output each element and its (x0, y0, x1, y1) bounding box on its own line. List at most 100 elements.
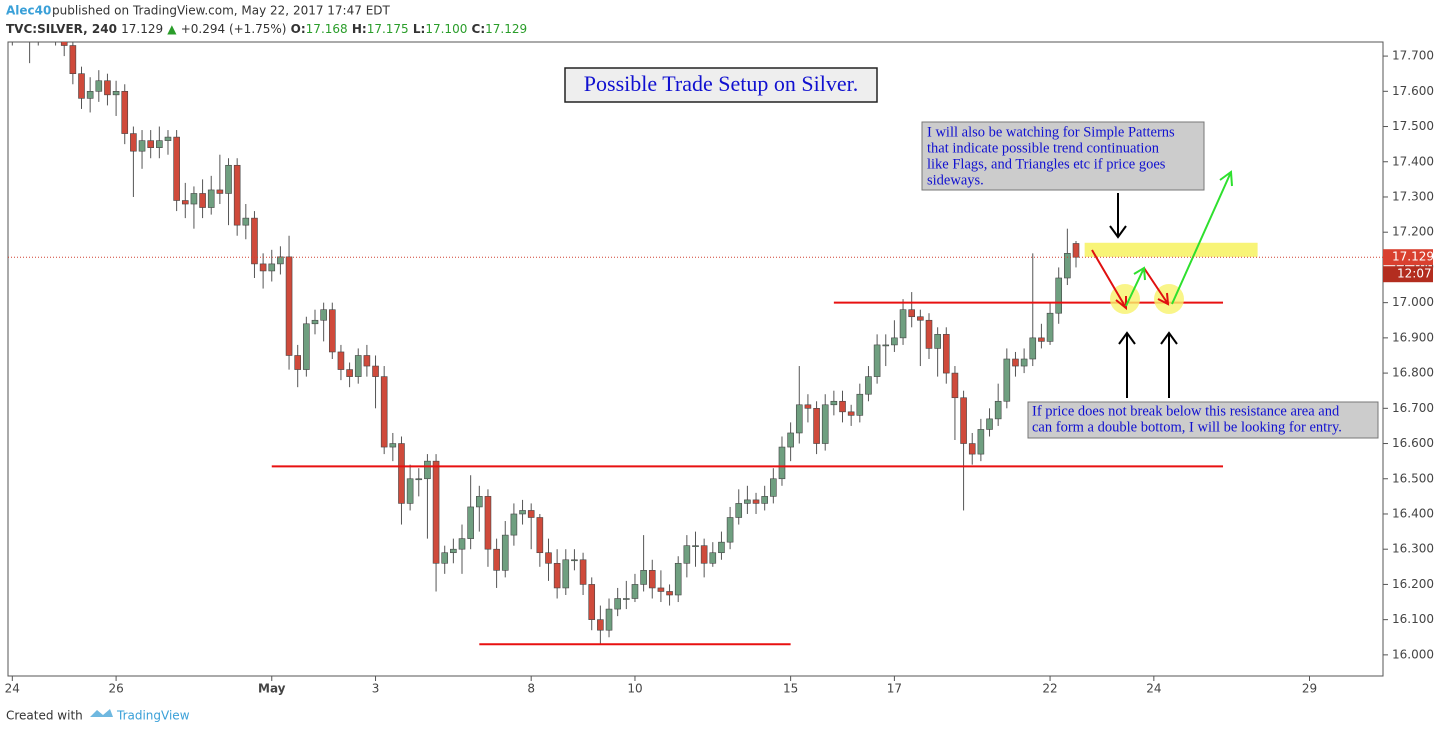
candle-body (605, 608, 613, 631)
candle-body (778, 446, 786, 480)
x-tick-label: May (258, 682, 286, 696)
candle-body (207, 189, 215, 208)
y-tick-label: 16.700 (1392, 401, 1434, 415)
arrows (1091, 170, 1233, 398)
candle-body (78, 73, 85, 99)
candle-body (311, 319, 319, 325)
candle-body (847, 411, 855, 416)
candle-body (795, 404, 803, 434)
x-tick-label: 8 (527, 682, 535, 696)
arrow: ▲ (167, 22, 177, 36)
candle-body (744, 499, 751, 504)
candle-body (389, 443, 397, 448)
candle-body (95, 80, 103, 92)
candle-body (986, 418, 993, 430)
candle-body (700, 545, 708, 564)
x-tick-label: 22 (1042, 682, 1057, 696)
o: 17.168 (306, 22, 348, 36)
candle-body (951, 372, 959, 399)
candle-body (960, 397, 967, 444)
candle-body (735, 503, 743, 518)
candle-body (545, 552, 552, 564)
ohlc-line: TVC:SILVER, 240 17.129 ▲ +0.294 (+1.75%)… (6, 22, 527, 36)
candle-body (536, 517, 544, 554)
candle-body (1012, 358, 1019, 367)
candle-body (104, 80, 111, 96)
candle-body (770, 478, 777, 497)
candle-body (216, 189, 224, 194)
candle-body (190, 193, 198, 205)
candle-body (86, 91, 94, 99)
y-tick-label: 17.300 (1392, 189, 1434, 203)
candle-body (432, 460, 440, 564)
candle-body (623, 598, 630, 600)
candle-body (674, 562, 682, 596)
x-tick-label: 17 (887, 682, 902, 696)
annotations (271, 242, 1258, 646)
x-tick-label: 3 (372, 682, 380, 696)
candle-body (233, 164, 241, 226)
candle-body (994, 400, 1002, 420)
c: 17.129 (485, 22, 527, 36)
logo (90, 709, 113, 717)
candle-body (372, 365, 379, 377)
candle-body (294, 355, 302, 370)
footer-brand[interactable]: TradingView (116, 709, 190, 723)
candle-body (666, 591, 673, 596)
candle-body (251, 217, 258, 265)
candle-body (752, 499, 760, 504)
l: 17.100 (425, 22, 467, 36)
candle-body (328, 309, 336, 353)
candle-body (804, 404, 812, 409)
candle-body (562, 559, 570, 589)
candle-body (588, 584, 596, 620)
y-tick-label: 16.100 (1392, 612, 1434, 626)
candle-body (337, 351, 345, 370)
h: 17.175 (367, 22, 409, 36)
candle-body (242, 217, 250, 226)
note-line: sideways. (927, 172, 984, 188)
candle-body (718, 541, 725, 554)
y-tick-label: 17.200 (1392, 225, 1434, 239)
candle-body (821, 404, 829, 444)
note-line: I will also be watching for Simple Patte… (927, 124, 1175, 140)
candle-body (657, 587, 665, 592)
candle-body (614, 598, 621, 610)
last: 17.129 (121, 22, 163, 36)
candle-body (424, 460, 431, 480)
x-tick-label: 24 (1146, 682, 1161, 696)
y-tick-label: 16.900 (1392, 330, 1434, 344)
y-tick-label: 17.000 (1392, 295, 1434, 309)
price-tag (1383, 249, 1433, 266)
candles (11, 42, 1080, 645)
candle-body (441, 552, 449, 564)
candle-body (761, 496, 768, 504)
candle-body (968, 443, 976, 455)
countdown-label: 12:07 (1397, 267, 1432, 281)
candle-body (147, 140, 154, 148)
candle-body (60, 42, 68, 46)
candle-body (173, 136, 180, 201)
x-tick-label: 24 (5, 682, 20, 696)
candle-body (199, 193, 206, 208)
y-tick-label: 16.600 (1392, 436, 1434, 450)
author[interactable]: Alec40 (6, 4, 51, 18)
x-tick-label: 29 (1302, 682, 1317, 696)
candle-body (925, 319, 933, 349)
y-tick-label: 16.800 (1392, 366, 1434, 380)
arrow (1118, 331, 1136, 398)
candle-body (363, 355, 371, 367)
candle-body (130, 133, 137, 152)
candle-body (865, 376, 872, 395)
candle-body (873, 344, 881, 377)
candle-body (285, 256, 293, 356)
candle-body (493, 548, 500, 571)
symbol: TVC:SILVER, 240 (6, 22, 117, 36)
candle-body (450, 548, 457, 554)
candle-body (510, 513, 518, 536)
candle-body (467, 506, 474, 539)
candle-body (112, 91, 120, 96)
candle-body (726, 517, 734, 543)
arrow (1160, 331, 1178, 398)
